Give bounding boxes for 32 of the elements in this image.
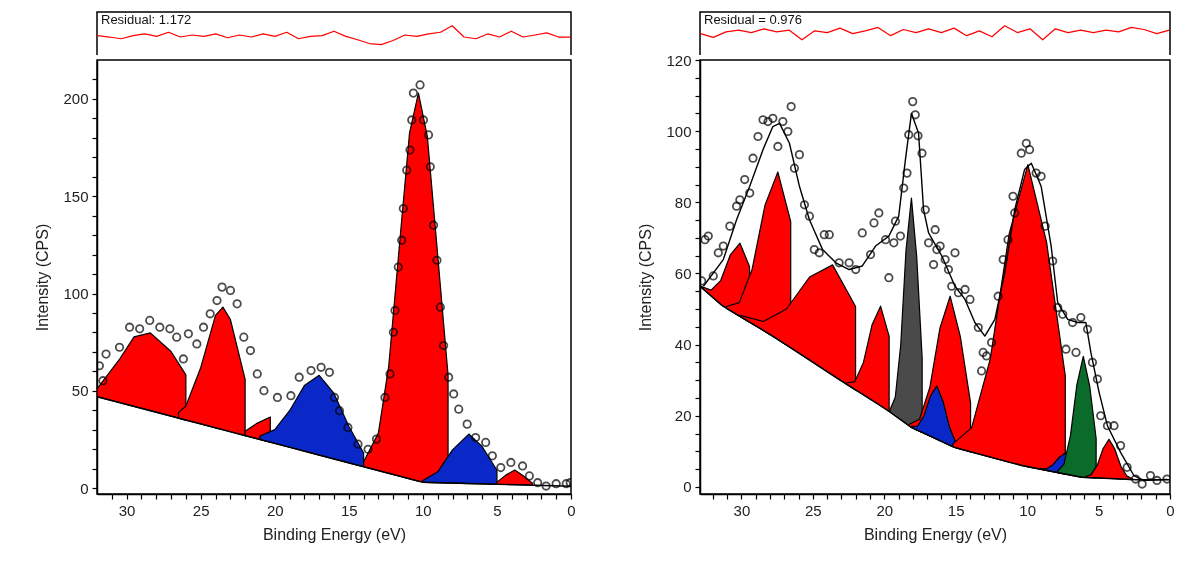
x-axis-title: Binding Energy (eV) (863, 525, 1008, 543)
y-tick-label: 60 (674, 264, 692, 282)
y-tick-label: 40 (674, 336, 692, 354)
y-tick-label: 150 (63, 187, 89, 205)
x-tick-label: 15 (947, 501, 965, 519)
x-tick-label: 20 (266, 501, 284, 519)
y-tick-label: 100 (666, 122, 692, 140)
x-tick-label: 10 (415, 501, 432, 519)
y-axis-title: Intensity (CPS) (34, 223, 52, 332)
x-tick-label: 0 (1166, 501, 1175, 519)
x-tick-label: 0 (567, 501, 576, 519)
y-tick-label: 100 (63, 285, 89, 303)
annotation: Residual: 1.172 (101, 12, 192, 27)
y-tick-label: 50 (71, 382, 89, 400)
x-tick-label: 25 (805, 501, 822, 519)
x-tick-label: 5 (493, 501, 502, 519)
x-tick-label: 5 (1094, 501, 1104, 519)
x-tick-label: 15 (340, 501, 358, 519)
y-tick-label: 200 (63, 90, 89, 108)
y-tick-label: 80 (674, 193, 692, 211)
x-tick-label: 30 (118, 501, 136, 519)
x-tick-label: 25 (192, 501, 210, 519)
y-tick-label: 0 (683, 478, 692, 496)
y-tick-label: 120 (666, 51, 692, 69)
y-tick-label: 20 (674, 407, 692, 425)
x-tick-label: 20 (876, 501, 894, 519)
x-tick-label: 10 (1019, 501, 1036, 519)
y-tick-label: 0 (80, 479, 89, 497)
annotation: Residual = 0.976 (704, 12, 802, 27)
x-axis-title: Binding Energy (eV) (262, 525, 407, 543)
x-tick-label: 30 (733, 501, 751, 519)
y-axis-title: Intensity (CPS) (637, 223, 655, 332)
